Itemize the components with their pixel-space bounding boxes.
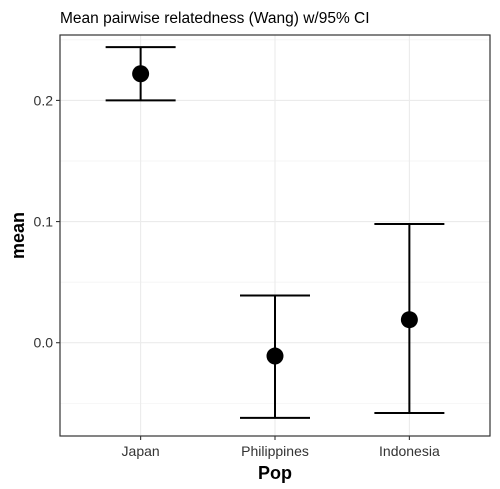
chart-title: Mean pairwise relatedness (Wang) w/95% C… xyxy=(60,10,370,27)
x-tick-label: Indonesia xyxy=(379,443,440,459)
y-tick-label: 0.2 xyxy=(34,92,54,108)
x-axis-title: Pop xyxy=(258,463,292,483)
mean-point xyxy=(266,347,284,365)
y-tick-label: 0.0 xyxy=(34,335,54,351)
mean-point xyxy=(132,65,150,83)
y-tick-label: 0.1 xyxy=(34,214,54,230)
axis-ticks: 0.0 0.1 0.2 Japan Philippines Indonesia xyxy=(34,92,440,459)
panel-border xyxy=(59,34,491,437)
x-tick-label: Philippines xyxy=(241,443,309,459)
mean-point xyxy=(400,311,418,329)
x-tick-label: Japan xyxy=(122,443,160,459)
error-bars xyxy=(105,46,445,419)
error-bar-group xyxy=(240,294,310,419)
y-axis-title: mean xyxy=(8,212,28,259)
error-bar-group xyxy=(105,46,176,102)
error-bar-group xyxy=(374,222,445,414)
